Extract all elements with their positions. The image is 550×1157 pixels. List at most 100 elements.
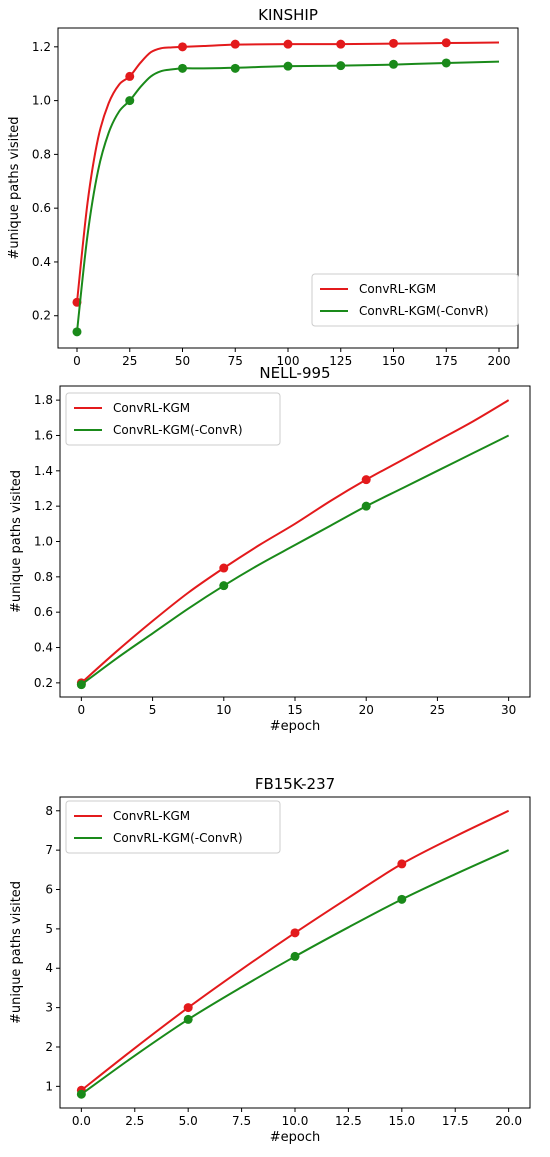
- series-1-point: [230, 39, 240, 49]
- x-tick-label: 50: [175, 354, 190, 368]
- chart-title: KINSHIP: [258, 6, 318, 24]
- x-tick-label: 175: [435, 354, 458, 368]
- x-tick-label: 25: [122, 354, 137, 368]
- x-axis-label: #epoch: [270, 1130, 320, 1145]
- y-tick-label: 2: [45, 1040, 53, 1054]
- x-tick-label: 125: [329, 354, 352, 368]
- series-1-point: [389, 38, 399, 48]
- x-tick-label: 5.0: [179, 1114, 198, 1128]
- chart-kinship: KINSHIP 0 25 50 75 100 125 150 175 200 0.2 0.4 0.6 0.…: [7, 6, 519, 368]
- series-2-point: [76, 1089, 86, 1099]
- series-2-point: [230, 63, 240, 73]
- series-line-1: [80, 399, 510, 684]
- y-tick-label: 1.2: [32, 40, 51, 54]
- x-tick-label: 0.0: [72, 1114, 91, 1128]
- y-tick-label: 1.0: [34, 535, 53, 549]
- y-tick-label: 1.2: [34, 499, 53, 513]
- x-tick-label: 15: [287, 703, 302, 717]
- y-tick-label: 4: [45, 961, 53, 975]
- series-2-point: [389, 59, 399, 69]
- y-axis-label: #unique paths visited: [9, 470, 24, 613]
- x-axis-label: #epoch: [270, 719, 320, 734]
- series-2-point: [283, 61, 293, 71]
- x-tick-label: 5: [149, 703, 157, 717]
- x-tick-label: 150: [382, 354, 405, 368]
- x-tick-label: 0: [73, 354, 81, 368]
- legend-label-2: ConvRL-KGM(-ConvR): [113, 831, 243, 845]
- series-1-point: [336, 39, 346, 49]
- y-tick-label: 0.2: [34, 676, 53, 690]
- series-2-point: [290, 951, 300, 961]
- legend-label-1: ConvRL-KGM: [113, 809, 190, 823]
- y-tick-label: 7: [45, 843, 53, 857]
- chart-title: FB15K-237: [255, 775, 335, 793]
- legend: ConvRL-KGM ConvRL-KGM(-ConvR): [65, 392, 281, 446]
- series-line-1: [80, 809, 510, 1092]
- y-tick-label: 0.6: [34, 605, 53, 619]
- x-tick-label: 0: [78, 703, 86, 717]
- y-tick-label: 0.2: [32, 309, 51, 323]
- series-1-point: [361, 475, 371, 485]
- x-tick-label: 15.0: [388, 1114, 415, 1128]
- legend-box: [311, 273, 519, 327]
- series-line-2: [80, 849, 510, 1096]
- series-2-point: [72, 327, 82, 337]
- x-tick-label: 200: [488, 354, 511, 368]
- legend: ConvRL-KGM ConvRL-KGM(-ConvR): [65, 800, 281, 854]
- y-tick-label: 0.8: [34, 570, 53, 584]
- series-2-point: [177, 63, 187, 73]
- series-2-point: [219, 581, 229, 591]
- series-1-point: [219, 563, 229, 573]
- x-tick-label: 2.5: [125, 1114, 144, 1128]
- legend: ConvRL-KGM ConvRL-KGM(-ConvR): [311, 273, 519, 327]
- series-1-point: [283, 39, 293, 49]
- series-2-point: [441, 58, 451, 68]
- x-tick-label: 30: [501, 703, 516, 717]
- y-tick-label: 1.6: [34, 428, 53, 442]
- legend-label-1: ConvRL-KGM: [113, 401, 190, 415]
- x-tick-label: 20.0: [495, 1114, 522, 1128]
- x-tick-label: 7.5: [232, 1114, 251, 1128]
- y-tick-label: 1.8: [34, 393, 53, 407]
- legend-box: [65, 800, 281, 854]
- x-tick-label: 100: [277, 354, 300, 368]
- x-tick-label: 10: [216, 703, 231, 717]
- y-axis-label: #unique paths visited: [7, 116, 22, 259]
- y-tick-label: 5: [45, 922, 53, 936]
- series-2-point: [125, 96, 135, 106]
- y-tick-label: 1: [45, 1079, 53, 1093]
- y-tick-label: 6: [45, 883, 53, 897]
- x-tick-label: 20: [359, 703, 374, 717]
- y-tick-label: 1.4: [34, 464, 53, 478]
- x-tick-label: 75: [228, 354, 243, 368]
- series-1-point: [441, 38, 451, 48]
- series-1-point: [177, 42, 187, 52]
- y-axis-label: #unique paths visited: [9, 881, 24, 1024]
- legend-box: [65, 392, 281, 446]
- y-tick-label: 0.4: [34, 641, 53, 655]
- chart-title: NELL-995: [259, 364, 330, 382]
- series-1-point: [125, 71, 135, 81]
- legend-label-2: ConvRL-KGM(-ConvR): [113, 423, 243, 437]
- series-1-point: [397, 859, 407, 869]
- series-2-point: [183, 1014, 193, 1024]
- y-tick-label: 3: [45, 1001, 53, 1015]
- series-line-2: [80, 434, 510, 686]
- x-tick-label: 25: [430, 703, 445, 717]
- x-tick-label: 10.0: [282, 1114, 309, 1128]
- x-tick-label: 12.5: [335, 1114, 362, 1128]
- y-tick-label: 0.4: [32, 255, 51, 269]
- series-2-point: [361, 501, 371, 511]
- series-2-point: [397, 894, 407, 904]
- x-tick-label: 17.5: [442, 1114, 469, 1128]
- series-2-point: [76, 680, 86, 690]
- y-tick-label: 8: [45, 804, 53, 818]
- series-1-point: [183, 1003, 193, 1013]
- legend-label-1: ConvRL-KGM: [359, 282, 436, 296]
- y-tick-label: 1.0: [32, 94, 51, 108]
- series-2-point: [336, 61, 346, 71]
- legend-label-2: ConvRL-KGM(-ConvR): [359, 304, 489, 318]
- series-1-point: [290, 928, 300, 938]
